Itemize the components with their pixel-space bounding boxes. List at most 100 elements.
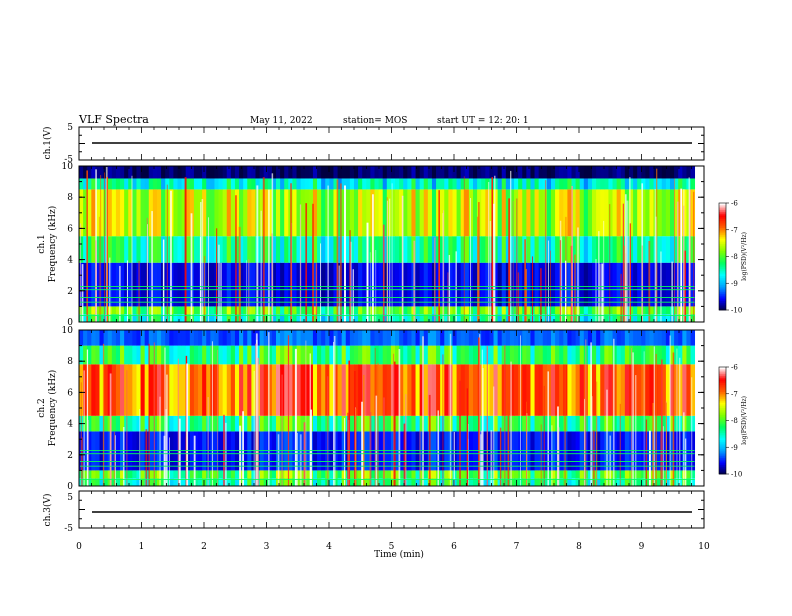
spectrogram-cell xyxy=(431,178,437,190)
xtick-label: 0 xyxy=(76,542,82,552)
spectrogram-cell xyxy=(165,166,170,179)
spectrogram-streak xyxy=(253,370,255,486)
spectrogram-streak xyxy=(375,250,377,322)
ytick-label: 2 xyxy=(67,451,73,461)
spectrogram-cell xyxy=(263,178,269,190)
spectrogram-cell xyxy=(349,236,355,263)
spectrogram-cell xyxy=(682,470,687,479)
spectrogram-cell xyxy=(608,166,613,179)
spectrogram-cell xyxy=(353,306,359,315)
spectrogram-cell xyxy=(124,262,129,307)
spectrogram-cell xyxy=(87,189,92,237)
spectrogram-cell xyxy=(300,415,306,432)
spectrogram-cell xyxy=(427,178,433,190)
colorbar-tick-label: -10 xyxy=(731,307,742,315)
spectrogram-cell xyxy=(370,470,375,479)
spectrogram-cell xyxy=(612,306,618,315)
colorbar-step xyxy=(719,244,726,247)
spectrogram-streak xyxy=(184,177,187,322)
spectrogram-cell xyxy=(399,478,404,486)
spectrogram-cell xyxy=(358,178,363,190)
spectrogram-cell xyxy=(321,415,326,432)
spectrogram-cell xyxy=(579,478,585,486)
spectrogram-streak xyxy=(401,195,404,322)
spectrogram-cell xyxy=(284,364,289,416)
spectrogram-cell xyxy=(415,470,421,479)
spectrogram-cell xyxy=(509,470,515,479)
spectrogram-cell xyxy=(550,306,556,315)
y-axis-label: ch.3(V) xyxy=(42,494,53,527)
colorbar-step xyxy=(719,274,726,277)
spectrogram-cell xyxy=(419,415,425,432)
spectrogram-cell xyxy=(181,415,187,432)
spectrogram-cell xyxy=(440,189,445,237)
spectrogram-cell xyxy=(181,166,187,179)
spectrogram-cell xyxy=(452,330,457,346)
spectrogram-streak xyxy=(643,351,645,486)
spectrogram-streak xyxy=(299,434,302,486)
spectrogram-cell xyxy=(546,470,552,479)
spectrogram-cell xyxy=(321,178,326,190)
colorbar-step xyxy=(719,210,726,213)
spectrogram-cell xyxy=(583,330,589,346)
spectrogram-cell xyxy=(300,364,306,416)
spectrogram-cell xyxy=(152,178,158,190)
spectrogram-streak xyxy=(574,254,576,322)
spectrogram-cell xyxy=(534,262,540,307)
spectrogram-streak xyxy=(109,373,112,486)
spectrogram-cell xyxy=(395,314,400,322)
spectrogram-cell xyxy=(571,364,576,416)
xtick-label: 5 xyxy=(389,542,395,552)
spectrogram-cell xyxy=(317,364,322,416)
spectrogram-cell xyxy=(587,262,593,307)
colorbar-step xyxy=(719,427,726,430)
spectrogram-cell xyxy=(341,166,347,179)
spectrogram-cell xyxy=(612,345,618,365)
spectrogram-cell xyxy=(152,478,158,486)
spectrogram-cell xyxy=(99,415,105,432)
spectrogram-cell xyxy=(325,166,330,179)
spectrogram-cell xyxy=(493,345,499,365)
spectrogram-cell xyxy=(600,364,605,416)
spectrogram-image xyxy=(79,166,703,322)
ytick-label-top: 5 xyxy=(67,493,73,503)
colorbar-step xyxy=(719,227,726,231)
spectrogram-cell xyxy=(600,189,605,237)
spectrogram-cell xyxy=(653,178,659,190)
spectrogram-cell xyxy=(358,262,363,307)
spectrogram-cell xyxy=(251,178,256,190)
spectrogram-cell xyxy=(550,262,556,307)
spectrogram-cell xyxy=(91,345,96,365)
spectrogram-cell xyxy=(624,364,630,416)
spectrogram-cell xyxy=(321,306,326,315)
spectrogram-streak xyxy=(548,240,549,322)
spectrogram-streak xyxy=(242,411,244,486)
spectrogram-cell xyxy=(628,306,634,315)
colorbar-step xyxy=(719,466,726,470)
spectrogram-cell xyxy=(115,306,121,315)
spectrogram-cell xyxy=(403,314,408,322)
spectrogram-streak xyxy=(660,359,663,486)
spectrogram-cell xyxy=(218,415,224,432)
spectrogram-cell xyxy=(415,314,421,322)
spectrogram-cell xyxy=(403,364,408,416)
spectrogram-cell xyxy=(419,262,425,307)
spectrogram-cell xyxy=(645,262,650,307)
spectrogram-cell xyxy=(633,306,638,315)
colorbar-step xyxy=(719,306,726,309)
spectrogram-cell xyxy=(411,364,416,416)
spectrogram-cell xyxy=(550,314,556,322)
spectrogram-cell xyxy=(563,178,568,190)
spectrogram-cell xyxy=(370,415,375,432)
spectrogram-cell xyxy=(505,262,511,307)
spectrogram-cell xyxy=(243,364,248,416)
spectrogram-cell xyxy=(148,415,154,432)
spectrogram-cell xyxy=(247,189,252,237)
spectrogram-cell xyxy=(349,364,355,416)
spectrogram-cell xyxy=(665,415,671,432)
spectrogram-cell xyxy=(637,166,642,179)
spectrogram-cell xyxy=(690,330,696,346)
spectrogram-cell xyxy=(382,345,388,365)
spectrogram-streak xyxy=(482,368,484,486)
spectrogram-cell xyxy=(518,236,523,263)
